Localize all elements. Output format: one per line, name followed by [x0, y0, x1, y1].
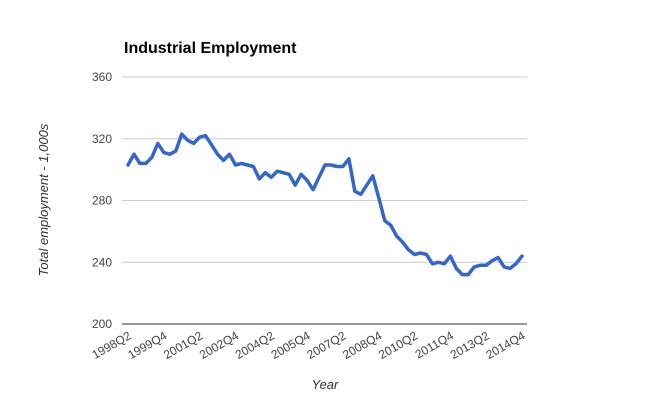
x-tick-label: 2004Q2 [233, 328, 277, 362]
x-tick-label: 2007Q2 [304, 328, 348, 362]
y-tick-label: 240 [92, 255, 112, 269]
y-tick-label: 200 [92, 317, 112, 331]
chart-title: Industrial Employment [124, 40, 297, 57]
y-axis-title: Total employment - 1,000s [36, 123, 51, 276]
x-tick-label: 2013Q2 [448, 328, 492, 362]
x-tick-label: 2001Q2 [161, 328, 205, 362]
x-tick-label: 1998Q2 [90, 328, 134, 362]
x-tick-label: 2005Q4 [269, 328, 313, 362]
x-tick-label: 2011Q4 [413, 328, 456, 361]
x-tick-label: 2014Q4 [484, 328, 528, 362]
line [126, 132, 524, 277]
x-axis-title: Year [312, 377, 339, 392]
x-tick-label: 2008Q4 [340, 328, 384, 362]
x-tick-label: 2002Q4 [197, 328, 241, 362]
x-tick-label: 1999Q4 [125, 328, 169, 362]
y-tick-label: 280 [92, 194, 112, 208]
y-tick-label: 360 [92, 70, 112, 84]
x-tick-label: 2010Q2 [376, 328, 420, 362]
y-tick-label: 320 [92, 132, 112, 146]
